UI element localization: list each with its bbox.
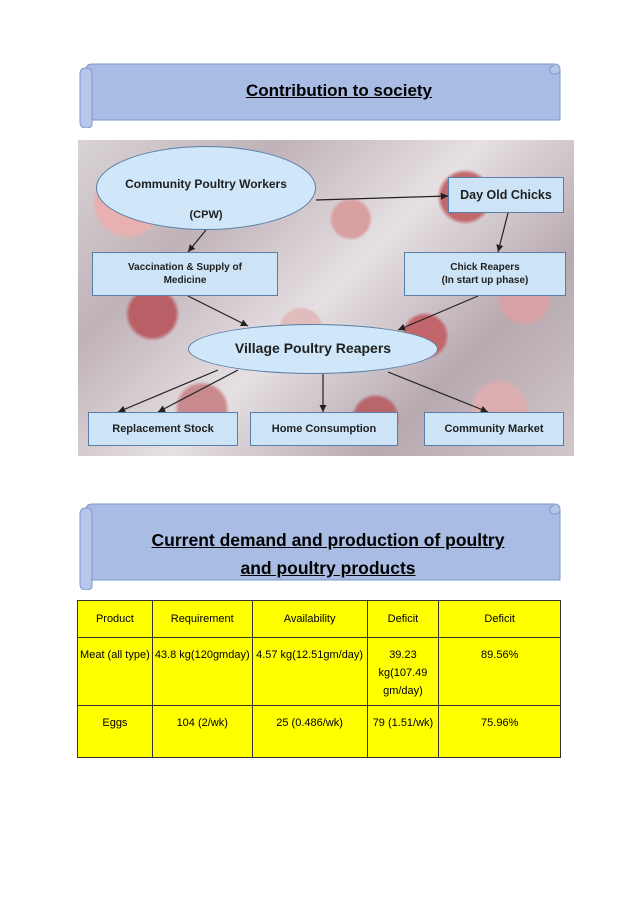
- banner-title: Contribution to society: [245, 81, 433, 100]
- day-old-chicks-label: Day Old Chicks: [460, 188, 552, 202]
- banner-title-line1: Current demand and production of poultry: [151, 530, 505, 550]
- village-poultry-reapers-label: Village Poultry Reapers: [234, 340, 392, 356]
- table-header-row: Product Requirement Availability Deficit…: [77, 600, 561, 638]
- replacement-stock-label: Replacement Stock: [112, 423, 214, 435]
- banner-title-line2: and poultry products: [240, 558, 416, 578]
- cpw-abbrev: (CPW): [189, 209, 223, 221]
- home-consumption-label: Home Consumption: [271, 423, 377, 435]
- table-cell: 89.56%: [438, 637, 561, 706]
- table-cell: 25 (0.486/wk): [251, 705, 368, 758]
- header-cell: Product: [77, 600, 153, 638]
- table-cell: 39.23 kg(107.49 gm/day): [366, 637, 440, 706]
- chick-reapers-note: (In start up phase): [441, 275, 529, 286]
- header-cell: Deficit: [438, 600, 561, 638]
- village-poultry-reapers-ellipse: Village Poultry Reapers: [188, 324, 438, 374]
- community-poultry-workers-ellipse: Community Poultry Workers (CPW): [96, 146, 316, 230]
- table-cell: Eggs: [77, 705, 153, 758]
- table-row: Meat (all type) 43.8 kg(120gmday) 4.57 k…: [77, 637, 561, 706]
- table-cell: 79 (1.51/wk): [366, 705, 440, 758]
- chick-reapers-box: Chick Reapers (In start up phase): [404, 252, 566, 296]
- table-cell: Meat (all type): [77, 637, 153, 706]
- header-cell: Requirement: [151, 600, 253, 638]
- chick-reapers-label: Chick Reapers: [450, 262, 520, 273]
- community-market-box: Community Market: [424, 412, 564, 446]
- table-cell: 75.96%: [438, 705, 561, 758]
- demand-production-banner: Current demand and production of poultry…: [76, 500, 562, 590]
- table-cell: 104 (2/wk): [151, 705, 253, 758]
- replacement-stock-box: Replacement Stock: [88, 412, 238, 446]
- community-market-label: Community Market: [444, 423, 544, 435]
- vaccination-box: Vaccination & Supply of Medicine: [92, 252, 278, 296]
- day-old-chicks-box: Day Old Chicks: [448, 177, 564, 213]
- contribution-banner: Contribution to society: [76, 60, 562, 128]
- header-cell: Deficit: [366, 600, 440, 638]
- demand-production-table: Product Requirement Availability Deficit…: [77, 600, 561, 758]
- banner-title: Current demand and production of poultry…: [76, 526, 562, 582]
- vaccination-label: Vaccination & Supply of Medicine: [128, 262, 242, 286]
- cpw-label: Community Poultry Workers: [125, 177, 287, 191]
- diagram-connectors: [117, 192, 509, 413]
- poultry-flow-diagram: Community Poultry Workers (CPW) Day Old …: [78, 140, 574, 456]
- home-consumption-box: Home Consumption: [250, 412, 398, 446]
- header-cell: Availability: [251, 600, 368, 638]
- table-cell: 4.57 kg(12.51gm/day): [251, 637, 368, 706]
- table-row: Eggs 104 (2/wk) 25 (0.486/wk) 79 (1.51/w…: [77, 705, 561, 758]
- table-cell: 43.8 kg(120gmday): [151, 637, 253, 706]
